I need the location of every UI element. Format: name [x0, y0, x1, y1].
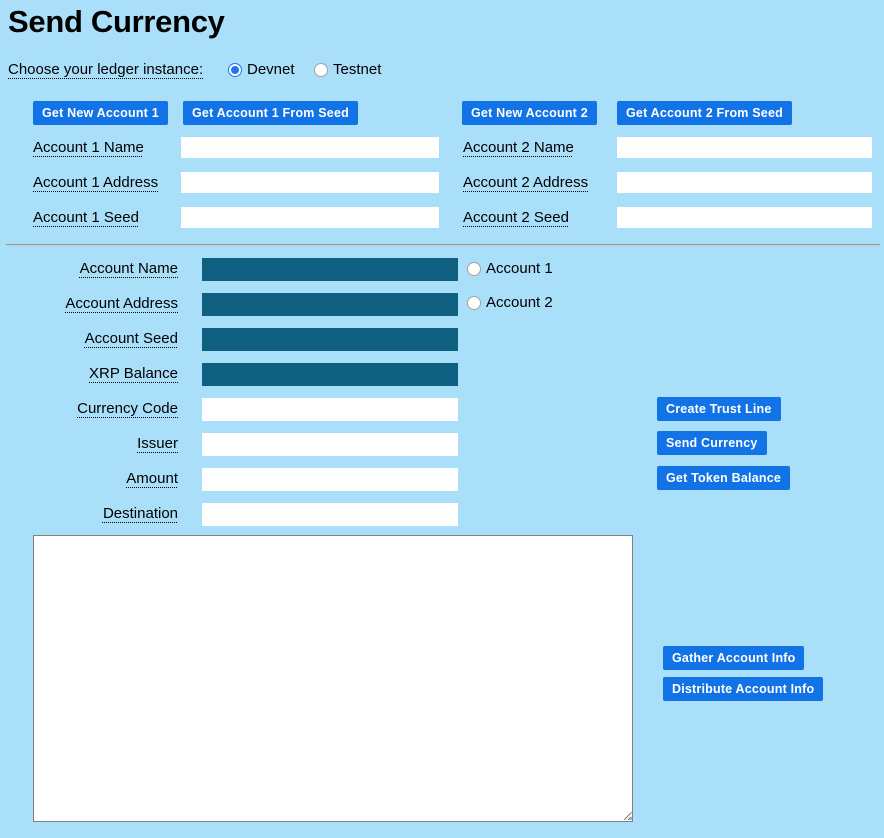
account-seed-field[interactable] — [202, 328, 458, 351]
ledger-instance-label: Choose your ledger instance: — [8, 61, 204, 78]
account2-seed-label: Account 2 Seed — [463, 209, 569, 226]
account1-name-input[interactable] — [181, 137, 439, 158]
account-name-field[interactable] — [202, 258, 458, 281]
destination-label: Destination — [102, 505, 178, 522]
page-title: Send Currency — [8, 4, 225, 39]
testnet-radio-label: Testnet — [333, 61, 382, 78]
account-seed-label: Account Seed — [84, 330, 178, 347]
account2-name-input[interactable] — [617, 137, 872, 158]
get-account2-from-seed-button[interactable]: Get Account 2 From Seed — [617, 101, 792, 125]
account-address-field[interactable] — [202, 293, 458, 316]
currency-code-input[interactable] — [202, 398, 458, 421]
account1-address-label: Account 1 Address — [33, 174, 159, 191]
account-address-label: Account Address — [65, 295, 178, 312]
account1-seed-label: Account 1 Seed — [33, 209, 139, 226]
account2-select-radio-label: Account 2 — [486, 294, 553, 311]
account2-name-label: Account 2 Name — [463, 139, 574, 156]
account1-select-radio[interactable] — [467, 262, 481, 276]
account2-select-radio[interactable] — [467, 296, 481, 310]
devnet-radio-label: Devnet — [247, 61, 295, 78]
currency-code-label: Currency Code — [77, 400, 178, 417]
get-new-account2-button[interactable]: Get New Account 2 — [462, 101, 597, 125]
create-trust-line-button[interactable]: Create Trust Line — [657, 397, 781, 421]
account1-select-radio-label: Account 1 — [486, 260, 553, 277]
account1-address-input[interactable] — [181, 172, 439, 193]
issuer-label: Issuer — [137, 435, 178, 452]
get-account1-from-seed-button[interactable]: Get Account 1 From Seed — [183, 101, 358, 125]
amount-input[interactable] — [202, 468, 458, 491]
gather-account-info-button[interactable]: Gather Account Info — [663, 646, 805, 670]
account1-name-label: Account 1 Name — [33, 139, 144, 156]
send-currency-button[interactable]: Send Currency — [657, 431, 767, 455]
distribute-account-info-button[interactable]: Distribute Account Info — [663, 677, 824, 701]
issuer-input[interactable] — [202, 433, 458, 456]
xrp-balance-label: XRP Balance — [89, 365, 178, 382]
account-name-label: Account Name — [79, 260, 178, 277]
account2-seed-input[interactable] — [617, 207, 872, 228]
get-token-balance-button[interactable]: Get Token Balance — [657, 466, 791, 490]
get-new-account1-button[interactable]: Get New Account 1 — [33, 101, 168, 125]
devnet-radio[interactable] — [228, 63, 242, 77]
account2-address-label: Account 2 Address — [463, 174, 589, 191]
section-divider — [6, 244, 880, 246]
xrp-balance-field[interactable] — [202, 363, 458, 386]
account2-address-input[interactable] — [617, 172, 872, 193]
account1-seed-input[interactable] — [181, 207, 439, 228]
results-textarea[interactable] — [33, 535, 633, 822]
testnet-radio[interactable] — [314, 63, 328, 77]
amount-label: Amount — [126, 470, 178, 487]
destination-input[interactable] — [202, 503, 458, 526]
